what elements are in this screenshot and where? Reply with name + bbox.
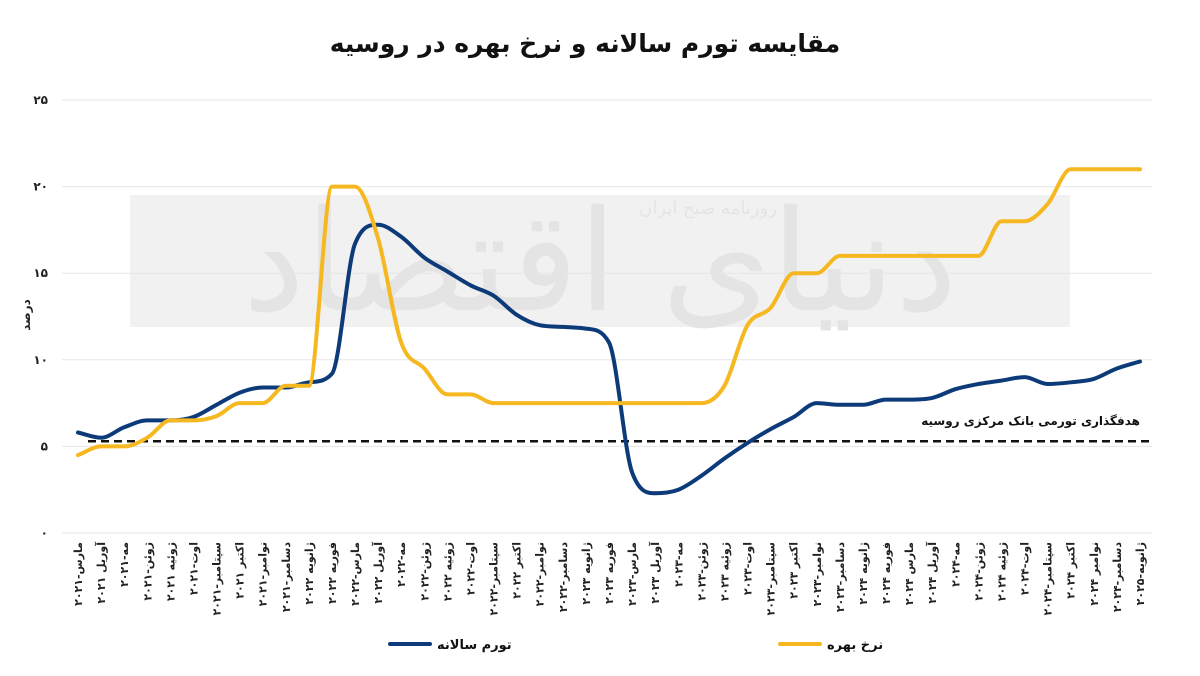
x-tick-label: مه-۲۰۲۲ <box>395 542 408 587</box>
x-tick-label: مه-۲۰۲۱ <box>118 542 131 587</box>
x-tick-label: اوت-۲۰۲۱ <box>187 542 200 595</box>
x-tick-label: مارس-۲۰۲۱ <box>72 542 85 606</box>
x-tick-label: ژوئیه ۲۰۲۴ <box>995 542 1008 601</box>
x-tick-label: فوریه ۲۰۲۴ <box>880 542 893 604</box>
series-line-interest-rate <box>76 167 1142 458</box>
x-tick-label: دسامبر-۲۰۲۲ <box>557 542 570 613</box>
y-axis-label: درصد <box>19 299 33 331</box>
x-tick-label: سپتامبر-۲۰۲۱ <box>211 542 224 616</box>
x-tick-label: اکتبر ۲۰۲۳ <box>788 542 801 599</box>
watermark-band <box>130 195 1070 327</box>
x-tick-label: فوریه ۲۰۲۲ <box>326 542 339 604</box>
x-tick-label: سپتامبر-۲۰۲۳ <box>765 542 778 616</box>
series-line-inflation <box>76 222 1142 496</box>
x-tick-label: اوت-۲۰۲۲ <box>464 542 477 595</box>
x-tick-label: ژانویه-۲۰۲۵ <box>1134 542 1147 605</box>
watermark: دنیای اقتصاد روزنامه صبح ایران <box>130 181 1070 344</box>
x-tick-label: ژانویه ۲۰۲۲ <box>303 542 316 605</box>
x-tick-label: آوریل ۲۰۲۱ <box>94 542 108 604</box>
x-tick-label: ژوئن-۲۰۲۲ <box>418 542 431 601</box>
x-tick-label: سپتامبر-۲۰۲۲ <box>488 542 501 616</box>
x-tick-label: آوریل ۲۰۲۴ <box>925 542 939 604</box>
watermark-main-text: دنیای اقتصاد <box>243 181 958 344</box>
x-tick-label: اوت-۲۰۲۴ <box>1019 542 1032 595</box>
x-tick-label: نوامبر ۲۰۲۴ <box>1088 542 1101 606</box>
x-tick-label: نوامبر-۲۰۲۲ <box>534 542 547 606</box>
watermark-sub-text: روزنامه صبح ایران <box>639 198 777 219</box>
x-tick-label: ژوئیه ۲۰۲۱ <box>164 542 177 601</box>
x-tick-label: دسامبر-۲۰۲۴ <box>1111 542 1124 613</box>
x-tick-label: دسامبر-۲۰۲۳ <box>834 542 847 613</box>
x-tick-label: ژوئن-۲۰۲۴ <box>972 542 985 601</box>
y-tick-label: ۱۵ <box>33 266 48 280</box>
x-tick-label: ژوئن-۲۰۲۳ <box>695 542 708 601</box>
x-tick-label: مارس ۲۰۲۴ <box>903 542 916 605</box>
x-tick-label: آوریل ۲۰۲۳ <box>648 542 662 604</box>
y-tick-label: ۲۵ <box>33 93 48 107</box>
series-lines <box>76 167 1142 496</box>
x-tick-label: ژوئیه ۲۰۲۳ <box>718 542 731 601</box>
x-tick-label: آوریل ۲۰۲۲ <box>371 542 385 604</box>
x-tick-label: نوامبر-۲۰۲۳ <box>811 542 824 606</box>
legend-label-inflation: تورم سالانه <box>437 638 512 653</box>
legend: تورم سالانه نرخ بهره <box>388 638 883 653</box>
legend-label-interest-rate: نرخ بهره <box>827 638 883 653</box>
x-tick-label: اوت-۲۰۲۳ <box>742 542 755 595</box>
x-tick-label: ژوئن-۲۰۲۱ <box>141 542 154 601</box>
x-tick-label: اکتبر ۲۰۲۲ <box>511 542 524 599</box>
x-tick-label: مارس-۲۰۲۳ <box>626 542 639 606</box>
x-tick-label: نوامبر-۲۰۲۱ <box>257 542 270 606</box>
y-tick-label: ۵ <box>41 439 48 453</box>
inflation-target-label: هدفگذاری تورمی بانک مرکزی روسیه <box>921 414 1140 429</box>
x-tick-label: اکتبر ۲۰۲۴ <box>1065 542 1078 599</box>
x-tick-label: ژانویه ۲۰۲۴ <box>857 542 870 605</box>
x-tick-label: ژانویه ۲۰۲۳ <box>580 542 593 605</box>
chart-title: مقایسه تورم سالانه و نرخ بهره در روسیه <box>330 29 841 59</box>
x-tick-label: سپتامبر-۲۰۲۴ <box>1042 542 1055 616</box>
x-tick-label: مه-۲۰۲۴ <box>949 542 962 587</box>
y-tick-label: ۰ <box>41 526 48 540</box>
y-tick-labels: ۰ ۵ ۱۰ ۱۵ ۲۰ ۲۵ <box>33 93 48 540</box>
gridlines <box>62 99 1152 534</box>
y-tick-label: ۱۰ <box>33 353 48 367</box>
x-tick-label: مه-۲۰۲۳ <box>672 542 685 587</box>
x-tick-label: فوریه ۲۰۲۳ <box>603 542 616 604</box>
y-tick-label: ۲۰ <box>33 180 48 194</box>
x-tick-label: اکتبر ۲۰۲۱ <box>234 542 247 599</box>
x-tick-labels: مارس-۲۰۲۱ آوریل ۲۰۲۱ مه-۲۰۲۱ ژوئن-۲۰۲۱ ژوئیه… <box>72 542 1147 616</box>
x-tick-label: مارس-۲۰۲۲ <box>349 542 362 606</box>
x-tick-label: دسامبر-۲۰۲۱ <box>280 542 293 613</box>
x-tick-label: ژوئیه ۲۰۲۲ <box>441 542 454 601</box>
